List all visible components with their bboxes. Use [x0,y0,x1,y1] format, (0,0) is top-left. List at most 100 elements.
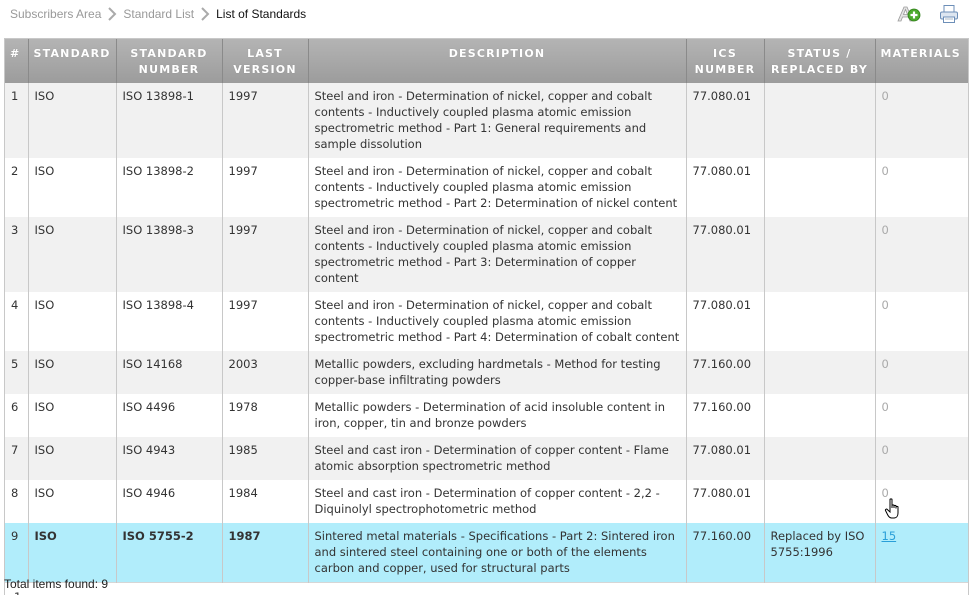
chevron-right-icon [200,7,210,21]
cell-last-version: 1978 [222,394,309,437]
add-font-button[interactable] [897,4,921,26]
table-row[interactable]: 7 ISO ISO 4943 1985 Steel and cast iron … [5,437,968,480]
cell-status [764,292,876,351]
cell-last-version: 1985 [222,437,309,480]
standards-table: # Standard Standard Number Last Version De… [5,39,968,595]
chevron-right-icon [107,7,117,21]
cell-materials: 0 [875,292,968,351]
cell-standard: ISO [28,292,117,351]
cell-status [764,437,876,480]
cell-standard-number: ISO 4496 [116,394,223,437]
header-label: Status / [787,47,852,60]
cell-standard-number: ISO 5755-2 [116,523,223,583]
table-row[interactable]: 5 ISO ISO 14168 2003 Metallic powders, e… [5,351,968,394]
cell-ics-number: 77.080.01 [686,437,765,480]
header-standard-number[interactable]: Standard Number [116,39,223,83]
cell-materials: 0 [875,351,968,394]
table-row[interactable]: 2 ISO ISO 13898-2 1997 Steel and iron - … [5,158,968,217]
total-items-count: Total items found: 9 [4,577,109,591]
standards-grid: # Standard Standard Number Last Version De… [4,38,969,595]
cell-materials: 15 [875,523,968,583]
cell-ics-number: 77.160.00 [686,351,765,394]
cell-standard-number: ISO 14168 [116,351,223,394]
cell-ics-number: 77.160.00 [686,394,765,437]
cell-materials: 0 [875,437,968,480]
header-num[interactable]: # [5,39,29,83]
header-label: Number [138,63,200,76]
cell-num: 3 [5,217,29,292]
cell-num: 7 [5,437,29,480]
table-row[interactable]: 1 ISO ISO 13898-1 1997 Steel and iron - … [5,83,968,158]
cell-description: Steel and iron - Determination of nickel… [308,217,687,292]
header-description[interactable]: Description [308,39,687,83]
cell-last-version: 1997 [222,292,309,351]
cell-ics-number: 77.080.01 [686,83,765,158]
cell-standard: ISO [28,158,117,217]
cell-description: Metallic powders - Determination of acid… [308,394,687,437]
table-row-selected[interactable]: 9 ISO ISO 5755-2 1987 Sintered metal mat… [5,523,968,583]
table-row[interactable]: 4 ISO ISO 13898-4 1997 Steel and iron - … [5,292,968,351]
cell-standard: ISO [28,523,117,583]
materials-link[interactable]: 15 [881,529,897,543]
cell-description: Sintered metal materials - Specification… [308,523,687,583]
cell-status [764,83,876,158]
cell-ics-number: 77.080.01 [686,292,765,351]
cell-materials: 0 [875,217,968,292]
cell-status [764,351,876,394]
header-row: # Standard Standard Number Last Version De… [5,39,968,83]
breadcrumb-standard-list[interactable]: Standard List [123,7,195,21]
cell-description: Steel and cast iron - Determination of c… [308,480,687,523]
header-label: Number [694,63,756,76]
cell-materials: 0 [875,394,968,437]
page-link-current[interactable]: 1 [14,590,21,595]
cell-num: 2 [5,158,29,217]
print-button[interactable] [937,4,961,26]
cell-description: Steel and cast iron - Determination of c… [308,437,687,480]
breadcrumb-subscribers-area[interactable]: Subscribers Area [10,7,102,21]
header-label: Standard [130,47,208,60]
cell-standard: ISO [28,437,117,480]
cell-standard-number: ISO 4946 [116,480,223,523]
header-label: Replaced by [770,63,869,76]
cell-materials: 0 [875,158,968,217]
add-font-icon [897,4,921,27]
pager: 1 [5,582,968,595]
header-status[interactable]: Status / Replaced by [764,39,876,83]
toolbar [897,4,961,26]
header-ics-number[interactable]: ICS Number [686,39,765,83]
top-bar: Subscribers Area Standard List List of S… [0,0,973,32]
cell-status: Replaced by ISO 5755:1996 [764,523,876,583]
cell-description: Steel and iron - Determination of nickel… [308,83,687,158]
cell-ics-number: 77.160.00 [686,523,765,583]
header-label: ICS [713,47,737,60]
cell-num: 8 [5,480,29,523]
header-label: Last [247,47,283,60]
cell-standard: ISO [28,351,117,394]
header-last-version[interactable]: Last Version [222,39,309,83]
header-materials[interactable]: Materials [875,39,968,83]
cell-materials: 0 [875,83,968,158]
table-row[interactable]: 8 ISO ISO 4946 1984 Steel and cast iron … [5,480,968,523]
cell-standard: ISO [28,217,117,292]
header-label: Version [233,63,297,76]
table-row[interactable]: 6 ISO ISO 4496 1978 Metallic powders - D… [5,394,968,437]
cell-description: Metallic powders, excluding hardmetals -… [308,351,687,394]
cell-ics-number: 77.080.01 [686,480,765,523]
cell-last-version: 1984 [222,480,309,523]
cell-description: Steel and iron - Determination of nickel… [308,292,687,351]
cell-last-version: 1997 [222,217,309,292]
cell-num: 5 [5,351,29,394]
cell-standard-number: ISO 13898-4 [116,292,223,351]
cell-standard: ISO [28,394,117,437]
cell-num: 4 [5,292,29,351]
cell-status [764,158,876,217]
cell-description: Steel and iron - Determination of nickel… [308,158,687,217]
cell-standard-number: ISO 13898-1 [116,83,223,158]
cell-last-version: 1997 [222,83,309,158]
cell-ics-number: 77.080.01 [686,158,765,217]
table-row[interactable]: 3 ISO ISO 13898-3 1997 Steel and iron - … [5,217,968,292]
cell-last-version: 1987 [222,523,309,583]
breadcrumb: Subscribers Area Standard List List of S… [10,7,306,21]
header-standard[interactable]: Standard [28,39,117,83]
cell-standard-number: ISO 13898-3 [116,217,223,292]
